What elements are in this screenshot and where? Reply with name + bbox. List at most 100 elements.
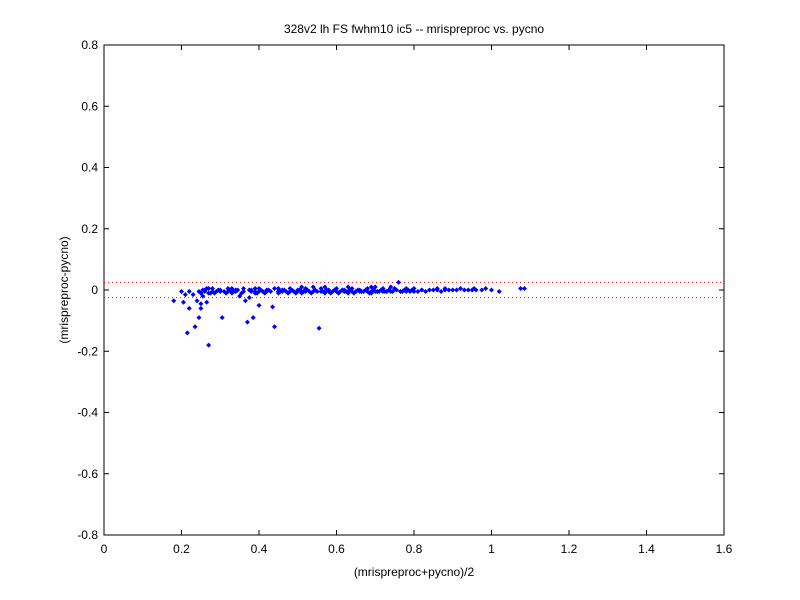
data-point [339, 287, 345, 293]
data-point [366, 290, 372, 296]
data-point [335, 290, 341, 296]
data-point [355, 287, 361, 293]
data-point [363, 287, 369, 293]
data-point [458, 285, 463, 291]
data-point [272, 324, 277, 330]
y-tick-label: 0.8 [81, 38, 98, 52]
data-point [359, 289, 365, 295]
x-tick-label: 1 [488, 542, 495, 556]
data-point [241, 285, 246, 291]
data-point [427, 287, 432, 293]
y-tick-label: -0.2 [77, 344, 98, 358]
data-point [461, 287, 467, 293]
data-point [180, 299, 186, 305]
data-point [419, 287, 425, 293]
data-point [297, 287, 303, 293]
data-point [473, 287, 479, 293]
data-point [184, 330, 190, 336]
data-point [496, 289, 502, 295]
data-point [196, 289, 202, 295]
y-tick-label: 0 [91, 283, 98, 297]
data-point [374, 289, 380, 295]
data-point [304, 287, 310, 293]
y-tick-label: 0.2 [81, 222, 98, 236]
data-point [324, 287, 330, 293]
y-tick-label: -0.6 [77, 467, 98, 481]
data-point [179, 289, 184, 295]
data-point [390, 289, 396, 295]
y-tick-label: -0.8 [77, 528, 98, 542]
data-point [396, 279, 401, 285]
data-point [332, 287, 338, 293]
data-point [206, 290, 212, 296]
data-point [438, 289, 444, 295]
data-point [316, 325, 322, 331]
data-point [328, 290, 334, 296]
data-point [256, 302, 262, 308]
data-point [246, 287, 252, 293]
data-points [171, 279, 527, 348]
data-point [258, 287, 264, 293]
data-point [347, 287, 353, 293]
data-point [235, 287, 241, 293]
data-point [239, 290, 245, 296]
data-point [465, 287, 471, 293]
x-tick-label: 0.6 [328, 542, 345, 556]
data-point [231, 289, 237, 295]
data-point [397, 289, 403, 295]
x-tick-label: 1.4 [638, 542, 655, 556]
data-point [262, 290, 268, 296]
data-point [198, 301, 204, 307]
data-point [215, 287, 221, 293]
reference-lines [104, 281, 724, 299]
data-point [442, 287, 448, 293]
x-tick-label: 1.2 [561, 542, 578, 556]
data-point [206, 342, 212, 348]
y-tick-label: 0.4 [81, 161, 98, 175]
data-point [204, 299, 210, 305]
data-point [312, 287, 318, 293]
data-point [450, 287, 456, 293]
chart-title: 328v2 lh FS fwhm10 ic5 -- mrispreproc vs… [284, 22, 544, 36]
x-tick-label: 1.6 [716, 542, 733, 556]
data-point [285, 290, 291, 296]
data-point [254, 290, 260, 296]
data-point [289, 287, 295, 293]
x-tick-label: 0.8 [406, 542, 423, 556]
data-point [351, 290, 357, 296]
data-point [211, 290, 217, 296]
data-point [252, 285, 258, 291]
y-axis: -0.8 -0.6 -0.4 -0.2 0 0.2 0.4 0.6 0.8 [77, 38, 724, 542]
data-point [382, 289, 388, 295]
data-point [244, 319, 250, 325]
data-point [242, 298, 248, 304]
data-point [246, 295, 252, 301]
data-point [301, 289, 307, 295]
data-point [270, 304, 276, 310]
data-point [204, 285, 210, 291]
data-point [210, 285, 215, 291]
data-point [479, 287, 485, 293]
data-point [423, 289, 429, 295]
data-point [192, 324, 198, 330]
data-point [171, 298, 177, 304]
data-point [446, 287, 452, 293]
data-point [521, 285, 527, 291]
data-point [343, 289, 349, 295]
data-point [378, 287, 384, 293]
data-point [430, 287, 436, 293]
data-point [196, 315, 202, 321]
data-point [308, 290, 314, 296]
data-point [277, 289, 283, 295]
y-tick-label: 0.6 [81, 99, 98, 113]
x-axis-label: (mrispreproc+pycno)/2 [354, 565, 475, 579]
x-tick-label: 0 [101, 542, 108, 556]
x-tick-label: 0.2 [173, 542, 190, 556]
data-point [401, 287, 407, 293]
data-point [219, 315, 225, 321]
data-point [266, 287, 272, 293]
data-point [194, 298, 200, 304]
data-point [293, 290, 299, 296]
y-tick-label: -0.4 [77, 406, 98, 420]
